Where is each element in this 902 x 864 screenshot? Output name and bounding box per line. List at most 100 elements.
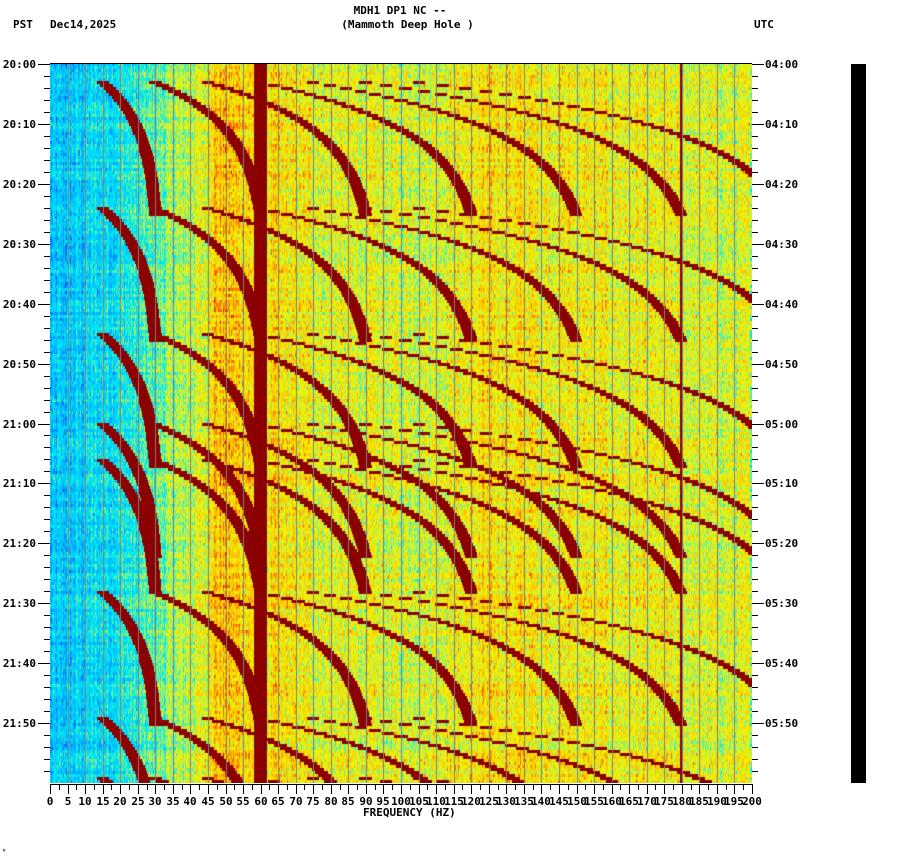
x-axis-tick <box>436 784 437 794</box>
left-axis-tick <box>44 459 50 460</box>
right-time-label: 05:10 <box>765 477 799 490</box>
right-axis-tick <box>752 543 764 544</box>
left-axis-tick <box>44 148 50 149</box>
x-axis-tick <box>313 784 314 794</box>
right-time-label: 05:30 <box>765 597 799 610</box>
frequency-label: 95 <box>376 795 390 808</box>
right-axis-tick <box>752 412 758 413</box>
left-axis-tick <box>44 160 50 161</box>
left-time-label: 20:20 <box>2 178 36 191</box>
left-time-label: 20:10 <box>2 118 36 131</box>
frequency-label: 110 <box>426 795 446 808</box>
left-axis-tick <box>44 651 50 652</box>
right-time-label: 05:20 <box>765 537 799 550</box>
x-axis-tick <box>691 784 692 790</box>
right-axis-tick <box>752 88 758 89</box>
frequency-label: 45 <box>201 795 215 808</box>
x-axis-tick <box>59 784 60 790</box>
frequency-label: 15 <box>96 795 110 808</box>
x-axis-tick <box>708 784 709 790</box>
x-axis-tick <box>243 784 244 794</box>
x-axis-tick <box>383 784 384 794</box>
left-axis-tick <box>44 76 50 77</box>
right-axis-tick <box>752 519 758 520</box>
x-axis-tick <box>147 784 148 790</box>
right-axis-tick <box>752 364 764 365</box>
left-axis-tick <box>44 88 50 89</box>
x-axis-tick <box>50 784 51 794</box>
x-axis-tick <box>348 784 349 794</box>
frequency-label: 55 <box>236 795 250 808</box>
left-axis-tick <box>38 184 50 185</box>
right-axis-tick <box>752 196 758 197</box>
left-axis-tick <box>44 555 50 556</box>
right-axis-tick <box>752 699 758 700</box>
right-axis-tick <box>752 459 758 460</box>
x-axis-tick <box>594 784 595 794</box>
x-axis-tick <box>85 784 86 794</box>
right-axis-tick <box>752 447 758 448</box>
station-title: MDH1 DP1 NC -- <box>353 4 447 17</box>
left-axis-tick <box>44 579 50 580</box>
right-axis-tick <box>752 651 758 652</box>
left-axis-tick <box>44 328 50 329</box>
left-axis-tick <box>38 663 50 664</box>
right-axis-tick <box>752 735 758 736</box>
frequency-label: 165 <box>619 795 639 808</box>
left-axis-tick <box>44 687 50 688</box>
x-axis-tick <box>726 784 727 790</box>
frequency-label: 70 <box>289 795 303 808</box>
left-axis-tick <box>44 112 50 113</box>
right-axis-tick <box>752 316 758 317</box>
left-axis-tick <box>38 364 50 365</box>
left-axis-tick <box>44 519 50 520</box>
left-time-label: 21:40 <box>2 657 36 670</box>
right-axis-tick <box>752 244 764 245</box>
right-time-label: 05:50 <box>765 717 799 730</box>
left-axis-tick <box>44 435 50 436</box>
x-axis-tick <box>541 784 542 794</box>
x-axis-tick <box>612 784 613 794</box>
left-axis-tick <box>38 483 50 484</box>
right-axis-tick <box>752 424 764 425</box>
left-axis-tick <box>38 723 50 724</box>
x-axis-tick <box>304 784 305 790</box>
right-axis-tick <box>752 76 758 77</box>
x-axis-tick <box>182 784 183 790</box>
x-axis-tick <box>620 784 621 790</box>
left-axis-tick <box>44 735 50 736</box>
left-time-label: 21:00 <box>2 418 36 431</box>
right-axis-tick <box>752 627 758 628</box>
x-axis-tick <box>252 784 253 790</box>
right-axis-tick <box>752 687 758 688</box>
right-axis-tick <box>752 531 758 532</box>
right-axis-tick <box>752 639 758 640</box>
x-axis-tick <box>410 784 411 790</box>
frequency-label: 150 <box>567 795 587 808</box>
left-axis-tick <box>44 280 50 281</box>
right-axis-tick <box>752 304 764 305</box>
left-axis-tick <box>44 759 50 760</box>
frequency-label: 115 <box>444 795 464 808</box>
left-axis-tick <box>44 256 50 257</box>
left-time-label: 21:30 <box>2 597 36 610</box>
left-axis-tick <box>44 172 50 173</box>
x-axis-tick <box>664 784 665 794</box>
frequency-label: 100 <box>391 795 411 808</box>
frequency-label: 60 <box>254 795 268 808</box>
x-axis-tick <box>269 784 270 790</box>
right-axis-tick <box>752 292 758 293</box>
frequency-label: 20 <box>113 795 127 808</box>
x-axis-tick <box>489 784 490 794</box>
x-axis-tick <box>287 784 288 790</box>
frequency-label: 25 <box>131 795 145 808</box>
right-time-label: 04:00 <box>765 58 799 71</box>
frequency-label: 170 <box>637 795 657 808</box>
x-axis-tick <box>471 784 472 794</box>
left-axis-tick <box>38 543 50 544</box>
frequency-label: 75 <box>306 795 320 808</box>
x-axis-tick <box>103 784 104 794</box>
x-axis-tick <box>462 784 463 790</box>
left-axis-tick <box>38 603 50 604</box>
right-time-label: 04:50 <box>765 358 799 371</box>
